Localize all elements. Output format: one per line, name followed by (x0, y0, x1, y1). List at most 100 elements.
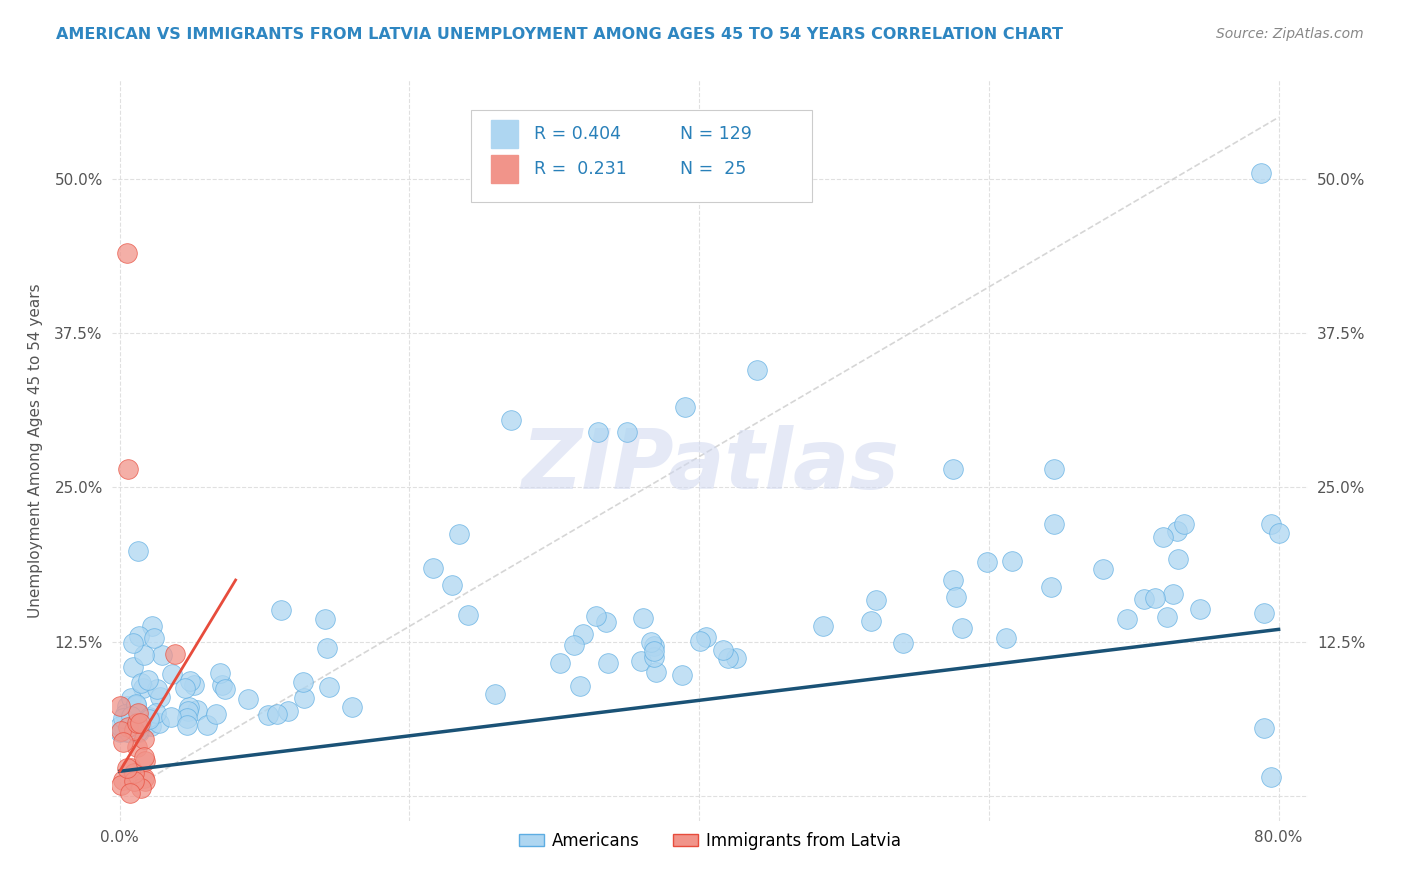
Point (120, 709, 142, 723)
Text: ZIPatlas: ZIPatlas (522, 425, 898, 506)
Point (214, 682, 236, 697)
Point (586, 425, 609, 439)
Point (127, 724, 149, 739)
Point (134, 754, 156, 768)
Point (132, 681, 155, 695)
Point (128, 724, 150, 739)
Point (159, 710, 181, 724)
Point (711, 643, 734, 657)
Point (1250, 166, 1272, 180)
Point (143, 631, 166, 645)
Point (1161, 587, 1184, 601)
Point (585, 609, 607, 624)
Point (145, 682, 167, 697)
Point (124, 723, 146, 737)
Point (134, 774, 156, 789)
Point (643, 643, 665, 657)
Point (141, 619, 163, 633)
Point (129, 716, 152, 731)
Point (645, 665, 668, 679)
Point (135, 718, 157, 732)
Point (115, 761, 138, 775)
Point (179, 673, 201, 688)
Point (572, 627, 595, 641)
Point (1043, 462, 1066, 476)
Point (291, 675, 314, 690)
Point (138, 712, 160, 726)
Y-axis label: Unemployment Among Ages 45 to 54 years: Unemployment Among Ages 45 to 54 years (28, 283, 44, 618)
Text: R =  0.231: R = 0.231 (534, 161, 627, 178)
Point (1173, 517, 1195, 532)
Point (643, 649, 665, 664)
Point (124, 723, 146, 737)
Point (124, 773, 146, 788)
Point (179, 699, 201, 714)
Point (108, 698, 131, 713)
Point (950, 621, 973, 635)
Point (813, 618, 835, 632)
Point (118, 725, 141, 739)
Point (163, 647, 186, 661)
Point (120, 786, 142, 800)
Text: R = 0.404: R = 0.404 (534, 126, 621, 144)
Point (125, 715, 148, 730)
Point (616, 425, 638, 439)
Point (1260, 517, 1282, 532)
Point (124, 698, 146, 713)
Point (689, 634, 711, 648)
Bar (491, 155, 517, 183)
Point (127, 714, 149, 728)
Point (125, 698, 148, 712)
Point (457, 608, 479, 623)
Point (132, 731, 155, 746)
Point (562, 638, 585, 652)
Point (630, 653, 652, 667)
Point (117, 462, 139, 476)
Point (596, 656, 619, 670)
Point (117, 698, 139, 713)
Point (1167, 552, 1189, 566)
Point (117, 720, 139, 734)
Point (127, 706, 149, 721)
Point (114, 706, 136, 721)
Point (211, 678, 233, 692)
Point (122, 636, 145, 650)
Point (976, 555, 998, 569)
Point (139, 719, 162, 733)
Point (257, 707, 280, 722)
Point (1116, 612, 1139, 626)
Point (449, 526, 471, 541)
Point (1143, 591, 1166, 605)
Point (150, 648, 173, 663)
Point (132, 772, 155, 786)
Point (568, 679, 591, 693)
Point (314, 611, 336, 625)
Point (149, 690, 172, 705)
Point (1188, 602, 1211, 616)
Point (128, 629, 150, 643)
Point (631, 610, 654, 624)
Point (122, 660, 145, 674)
Point (942, 462, 965, 476)
Point (1260, 771, 1282, 785)
Text: N = 129: N = 129 (681, 126, 752, 144)
Point (865, 593, 887, 607)
Point (1156, 610, 1178, 624)
Point (122, 765, 145, 780)
Point (209, 666, 232, 681)
FancyBboxPatch shape (471, 110, 811, 202)
Point (643, 640, 665, 654)
Point (162, 667, 184, 681)
Point (1132, 592, 1154, 607)
Point (548, 656, 571, 670)
Point (186, 703, 208, 717)
Point (942, 573, 965, 587)
Point (673, 401, 696, 415)
Point (945, 590, 967, 604)
Point (132, 750, 155, 764)
Point (640, 634, 662, 648)
Point (266, 707, 288, 722)
Point (725, 650, 748, 665)
Point (1039, 580, 1062, 594)
Point (145, 706, 167, 720)
